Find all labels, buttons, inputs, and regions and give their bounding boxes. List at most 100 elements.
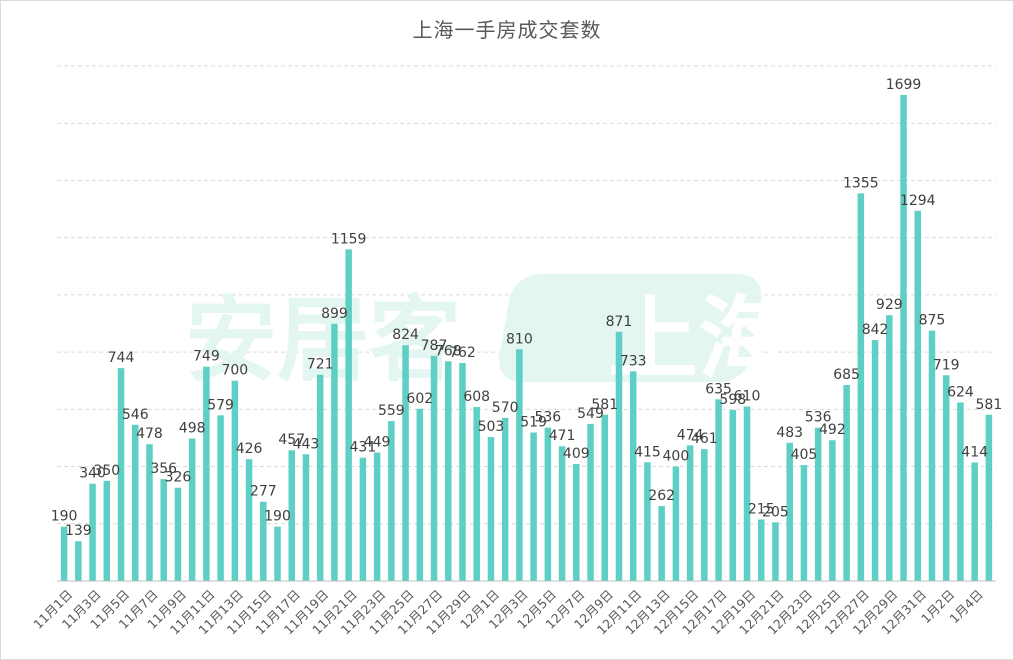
- bar: [985, 414, 993, 581]
- bar: [871, 340, 879, 581]
- bar: [587, 423, 594, 581]
- bar: [146, 444, 153, 581]
- data-label: 409: [563, 446, 590, 462]
- data-label: 787: [421, 338, 448, 354]
- data-label: 431: [350, 440, 377, 456]
- data-label: 415: [634, 444, 661, 460]
- data-label: 519: [520, 415, 547, 431]
- bar: [60, 526, 68, 581]
- bar: [629, 371, 637, 581]
- data-label: 190: [264, 509, 291, 525]
- data-label: 685: [833, 367, 860, 383]
- data-label: 762: [449, 345, 476, 361]
- data-label: 842: [862, 322, 889, 338]
- data-label: 471: [549, 428, 576, 444]
- bar: [416, 408, 424, 581]
- data-label: 929: [876, 297, 903, 313]
- data-label: 1294: [900, 193, 936, 209]
- watermark-badge: [498, 274, 762, 382]
- watermark: 安居客 上海: [185, 274, 788, 394]
- data-label: 356: [150, 461, 177, 477]
- data-label: 871: [606, 314, 633, 330]
- data-label: 559: [378, 403, 405, 419]
- bars: [60, 94, 993, 582]
- bar: [260, 501, 267, 581]
- bar: [245, 459, 253, 581]
- bar: [900, 94, 907, 582]
- data-labels: 1901393403507445464783563264987495797004…: [51, 77, 1003, 539]
- bar: [814, 427, 822, 581]
- bar: [601, 414, 608, 581]
- data-label: 721: [307, 357, 334, 373]
- data-label: 215: [748, 501, 775, 517]
- bar: [786, 442, 793, 581]
- bar: [772, 522, 779, 581]
- bar: [274, 526, 281, 581]
- data-label: 503: [478, 419, 505, 435]
- data-label: 581: [591, 397, 618, 413]
- bar: [430, 355, 438, 581]
- data-label: 277: [250, 484, 277, 500]
- bar: [800, 465, 808, 581]
- bar: [103, 480, 111, 581]
- bar: [758, 519, 765, 581]
- data-label: 461: [691, 431, 718, 447]
- data-label: 719: [933, 357, 960, 373]
- data-label: 549: [577, 406, 604, 422]
- data-label: 190: [51, 509, 78, 525]
- bar: [715, 399, 722, 581]
- bar: [544, 427, 552, 581]
- bar: [231, 380, 239, 581]
- bar: [971, 462, 978, 581]
- data-label: 700: [221, 363, 248, 379]
- data-label: 624: [947, 384, 974, 400]
- bar: [914, 210, 921, 581]
- bar: [573, 463, 580, 581]
- bar: [188, 438, 196, 581]
- bar: [402, 345, 409, 581]
- data-label: 474: [677, 427, 704, 443]
- bar: [829, 440, 836, 581]
- data-label: 443: [293, 436, 320, 452]
- data-label: 405: [791, 447, 818, 463]
- bar: [957, 402, 964, 581]
- bar: [516, 349, 523, 581]
- bar: [373, 452, 381, 581]
- data-label: 744: [108, 350, 135, 366]
- data-label: 570: [492, 400, 519, 416]
- data-label: 608: [463, 389, 490, 405]
- bar: [89, 483, 96, 581]
- bar: [331, 323, 338, 581]
- x-axis-ticks: 11月1日11月3日11月5日11月7日11月9日11月11日11月13日11月…: [30, 587, 986, 638]
- data-label: 414: [961, 445, 988, 461]
- data-label: 1699: [886, 77, 922, 93]
- bar: [302, 454, 310, 581]
- bar: [160, 479, 167, 581]
- bar: [445, 361, 452, 581]
- bar: [558, 446, 566, 581]
- data-label: 733: [620, 353, 647, 369]
- bar: [174, 487, 182, 581]
- data-label: 875: [919, 313, 946, 329]
- data-label: 602: [406, 391, 433, 407]
- bar: [857, 193, 865, 581]
- data-label: 1159: [331, 231, 367, 247]
- data-label: 598: [719, 392, 746, 408]
- bar: [388, 421, 395, 581]
- bar: [473, 407, 480, 581]
- bar: [928, 330, 936, 581]
- data-label: 457: [278, 432, 305, 448]
- data-label: 350: [93, 463, 120, 479]
- data-label: 581: [976, 397, 1003, 413]
- data-label: 546: [122, 407, 149, 423]
- bar: [615, 331, 623, 581]
- data-label: 483: [776, 425, 803, 441]
- bar: [686, 445, 694, 581]
- bar: [644, 462, 651, 581]
- data-label: 610: [734, 388, 761, 404]
- data-label: 1355: [843, 175, 879, 191]
- data-label: 824: [392, 327, 419, 343]
- bar: [886, 315, 893, 581]
- data-label: 340: [79, 466, 106, 482]
